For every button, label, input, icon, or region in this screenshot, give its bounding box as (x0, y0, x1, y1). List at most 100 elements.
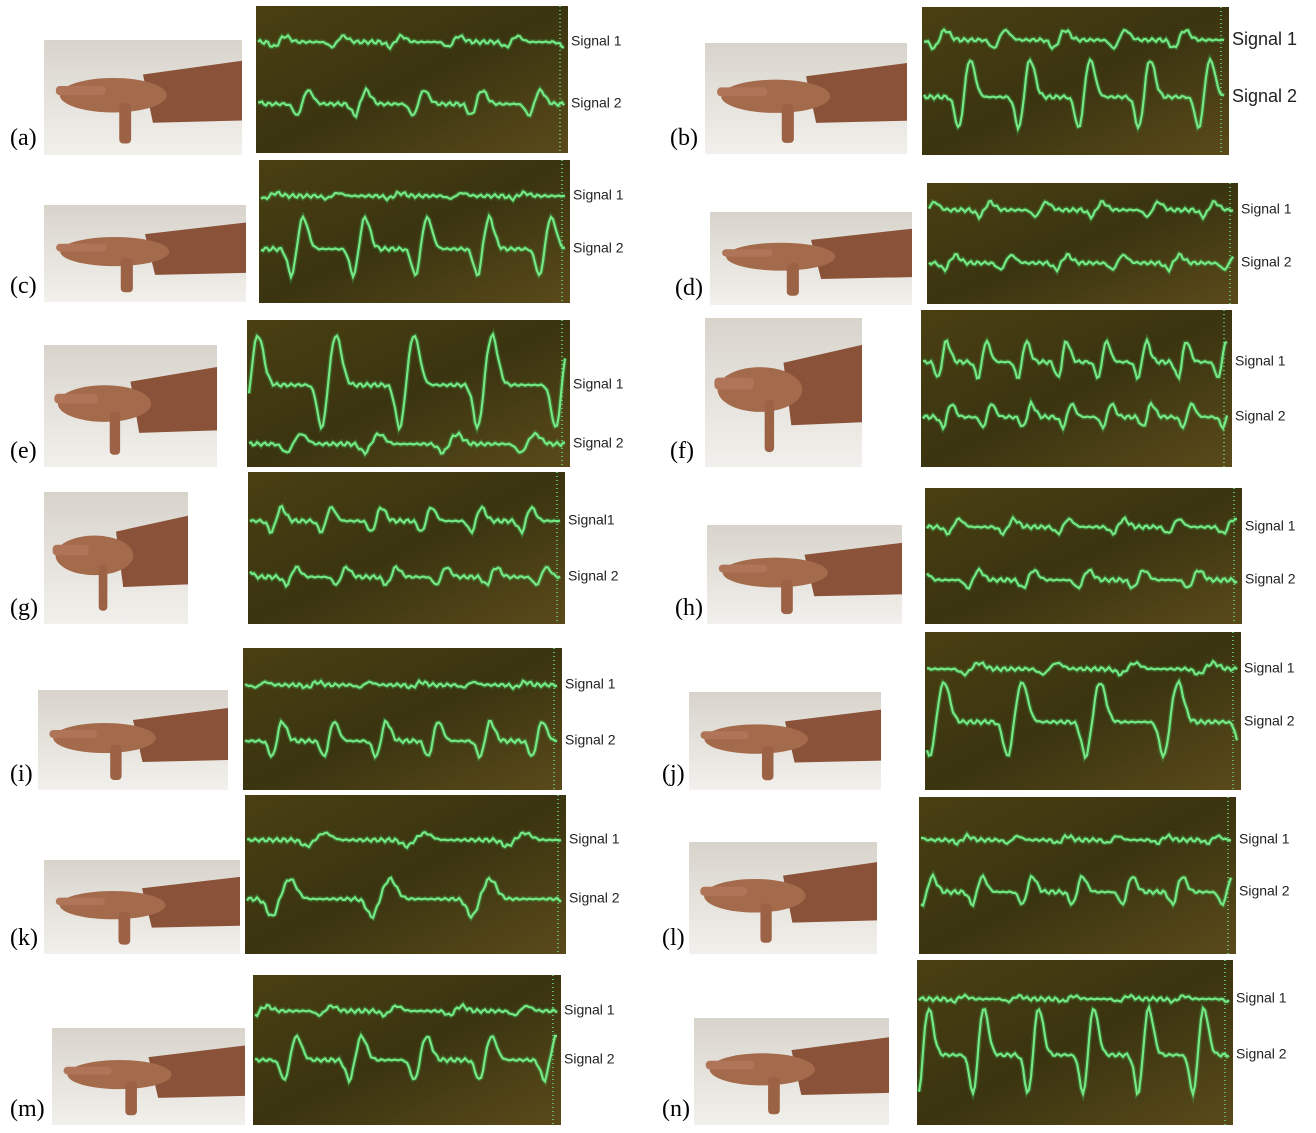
finger (781, 579, 793, 614)
panel-label: (c) (10, 273, 37, 299)
hand (726, 243, 835, 271)
panel-label: (i) (10, 761, 33, 787)
oscilloscope-screen (927, 183, 1238, 304)
signal-label: Signal 1 (1244, 660, 1295, 676)
finger (787, 263, 799, 296)
panel-label: (m) (10, 1096, 45, 1122)
oscilloscope-screen (925, 488, 1242, 624)
panel-label: (e) (10, 438, 37, 464)
panel-label: (h) (675, 595, 703, 621)
finger (782, 104, 794, 143)
panel-label: (f) (670, 438, 694, 464)
signal-label: Signal 2 (565, 732, 616, 748)
signal-label: Signal 2 (571, 95, 622, 111)
panel: Signal 1 Signal 2 (f) (670, 310, 1286, 467)
panel-label: (a) (10, 125, 37, 151)
oscilloscope-screen (917, 960, 1233, 1125)
signal-label: Signal 1 (573, 187, 624, 203)
oscilloscope-screen (919, 797, 1236, 954)
finger (110, 412, 120, 455)
oscilloscope-screen (256, 6, 568, 153)
signal-label: Signal 2 (1241, 254, 1292, 270)
signal-label: Signal 2 (573, 435, 624, 451)
panel-label: (g) (10, 595, 38, 621)
signal-label: Signal 2 (1235, 408, 1286, 424)
panel: Signal 1 Signal 2 (d) (675, 183, 1292, 305)
finger (118, 912, 130, 945)
oscilloscope-screen (921, 310, 1232, 467)
finger (121, 258, 133, 292)
finger (64, 1067, 112, 1075)
panel-label: (j) (662, 761, 685, 787)
signal-label: Signal 1 (569, 831, 620, 847)
panel: Signal 1 Signal 2 (l) (662, 797, 1290, 954)
signal-label: Signal 1 (1236, 990, 1287, 1006)
finger (49, 730, 97, 738)
finger (54, 394, 97, 404)
oscilloscope-screen (259, 160, 570, 303)
finger (56, 86, 106, 95)
panel-label: (b) (670, 125, 698, 151)
signal-label: Signal 2 (1236, 1046, 1287, 1062)
signal-label: Signal 1 (1241, 201, 1292, 217)
finger (99, 565, 108, 611)
signal-label: Signal 2 (573, 240, 624, 256)
oscilloscope-screen (925, 632, 1241, 790)
signal-label: Signal 2 (564, 1051, 615, 1067)
signal-label: Signal 2 (1244, 713, 1295, 729)
signal-label: Signal 2 (1232, 86, 1297, 106)
finger (714, 378, 753, 390)
panel: Signal 1 Signal 2 (m) (10, 975, 615, 1125)
signal-label: Signal 2 (569, 890, 620, 906)
finger (765, 400, 774, 452)
panel: Signal 1 Signal 2 (a) (10, 6, 622, 155)
finger (760, 904, 771, 943)
panel: Signal 1 Signal 2 (k) (10, 795, 620, 954)
signal-label: Signal 1 (1245, 518, 1296, 534)
signal-label: Signal 2 (1239, 883, 1290, 899)
finger (706, 1061, 755, 1070)
oscilloscope-screen (253, 975, 561, 1125)
panel: Signal 1 Signal 2 (j) (662, 632, 1295, 790)
finger (722, 249, 773, 256)
finger (719, 565, 768, 573)
hand (723, 558, 828, 588)
finger (700, 887, 747, 896)
panel: Signal 1 Signal 2 (n) (662, 960, 1287, 1125)
signal-label: Signal 1 (1235, 353, 1286, 369)
oscilloscope-screen (922, 7, 1229, 155)
panel-label: (n) (662, 1096, 690, 1122)
signal-label: Signal 1 (1232, 29, 1297, 49)
figure: Signal 1Signal 2(a)Signal 1Signal 2(b)Si… (0, 0, 1316, 1133)
finger (119, 103, 131, 143)
panel: Signal 1 Signal 2 (e) (10, 320, 624, 467)
finger (762, 746, 774, 780)
panel-label: (k) (10, 925, 38, 951)
finger (717, 87, 768, 96)
signal-label: Signal 1 (1239, 831, 1290, 847)
signal-label: Signal 1 (565, 676, 616, 692)
panel: Signal 1 Signal 2 (h) (675, 488, 1296, 624)
finger (110, 745, 121, 780)
finger (56, 898, 105, 906)
panel: Signal 1 Signal 2 (b) (670, 7, 1297, 155)
finger (701, 731, 749, 739)
finger (768, 1077, 780, 1114)
signal-label: Signal 1 (564, 1002, 615, 1018)
signal-label: Signal 2 (1245, 571, 1296, 587)
page: {"panels": [ {"label": "(a)", "signal_1"… (0, 0, 1316, 1133)
panel-label: (d) (675, 275, 703, 301)
finger (56, 244, 106, 252)
oscilloscope-screen (248, 472, 565, 624)
panel-label: (l) (662, 925, 685, 951)
panel: Signal 1 Signal 2 (i) (10, 648, 616, 790)
signal-label: Signal 1 (571, 33, 622, 49)
finger (125, 1081, 137, 1115)
finger (53, 545, 89, 556)
panel: Signal1Signal 2(g) (10, 472, 619, 624)
signal-label: Signal 1 (573, 376, 624, 392)
panel: Signal 1 Signal 2 (c) (10, 160, 624, 303)
signal-label: Signal1 (568, 512, 615, 528)
oscilloscope-screen (245, 795, 566, 954)
oscilloscope-screen (243, 648, 562, 790)
